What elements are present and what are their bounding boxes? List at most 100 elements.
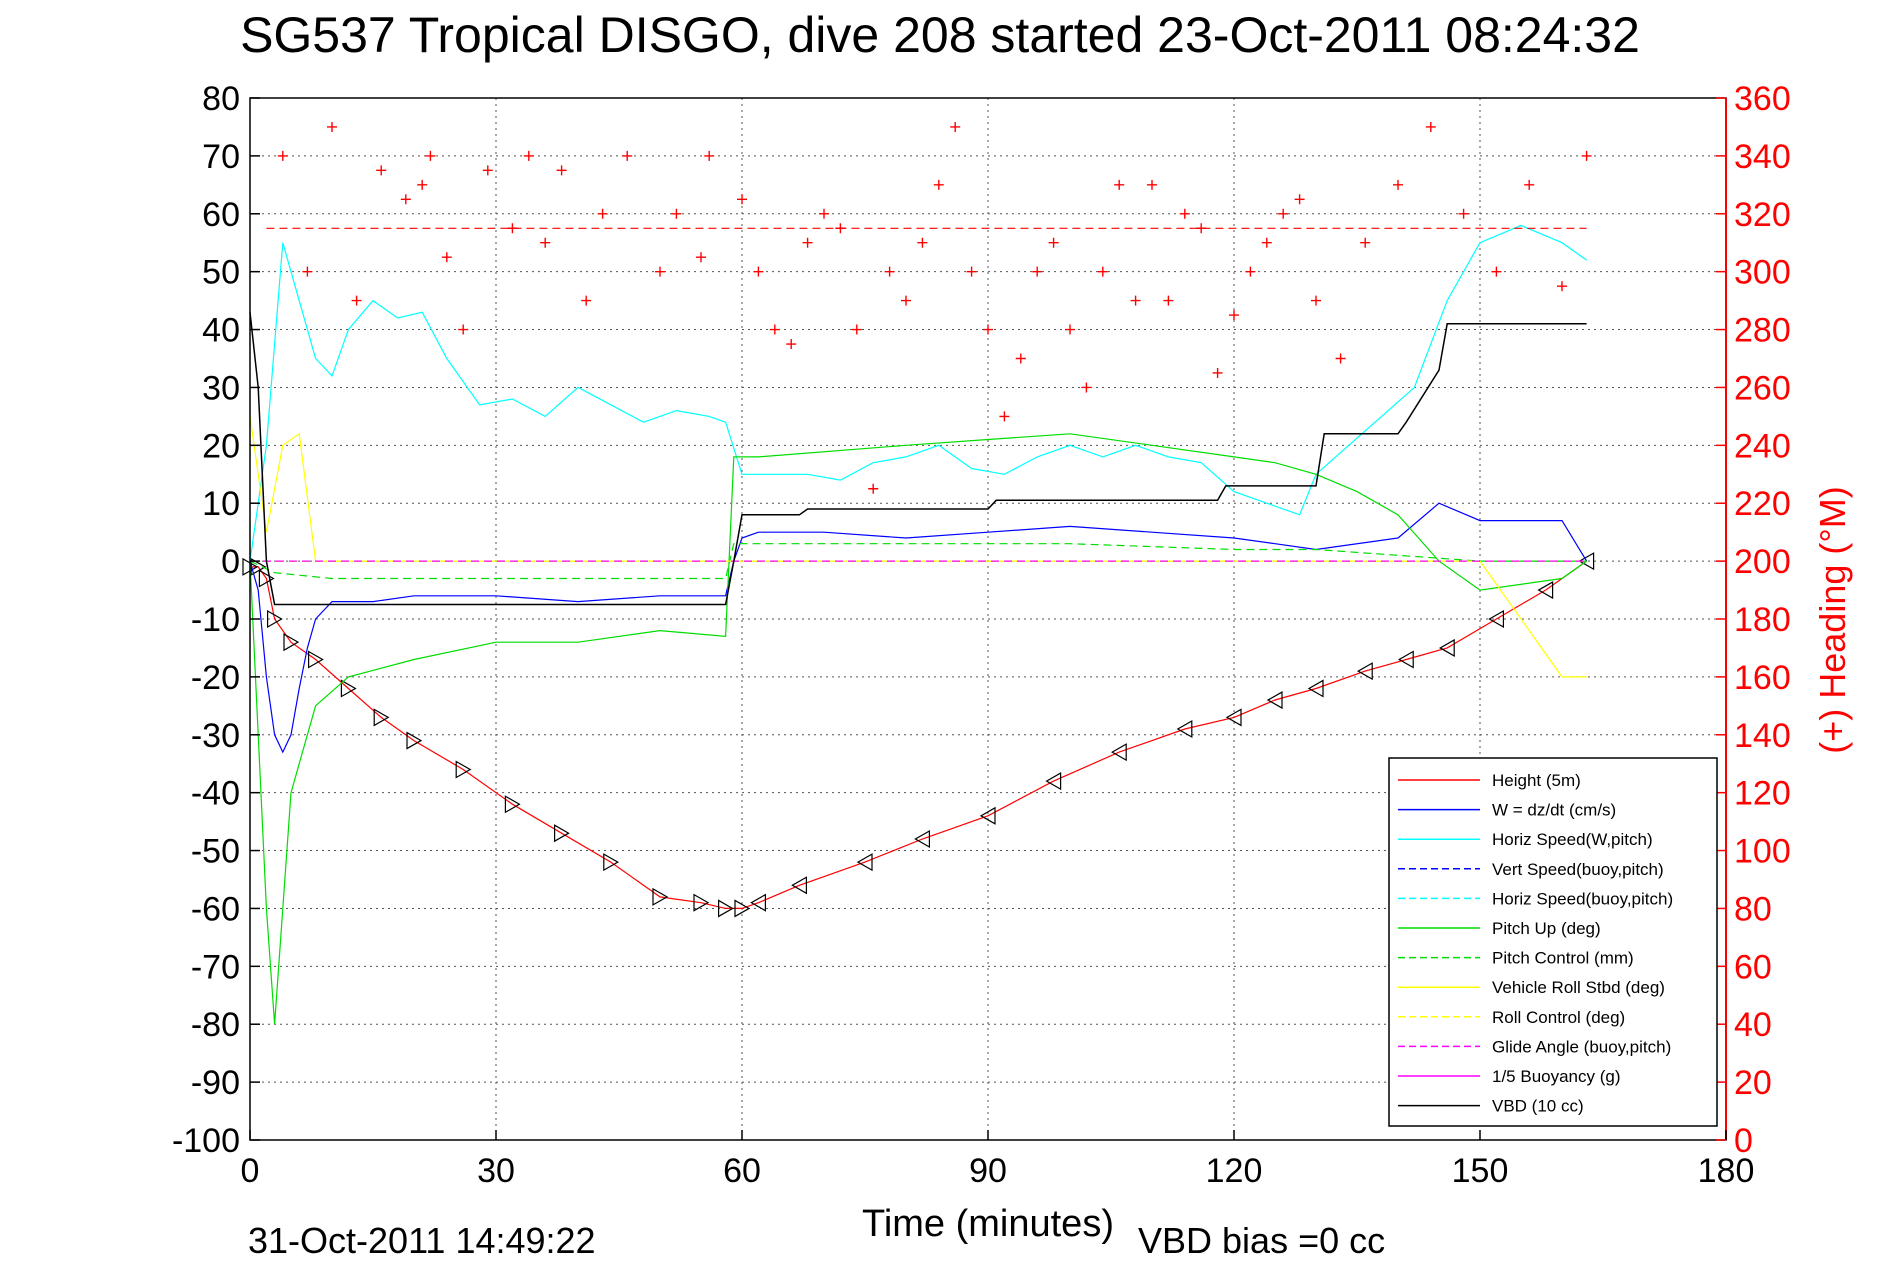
heading-point [302,266,313,277]
y-tick-label: 30 [202,369,240,407]
chart-title: SG537 Tropical DISGO, dive 208 started 2… [240,7,1640,63]
heading-point [597,208,608,219]
legend: Height (5m) W = dz/dt (cm/s) Horiz Speed(W… [1388,757,1718,1127]
height-marker [308,650,324,669]
heading-point [1097,266,1108,277]
y-tick-label: -40 [191,775,240,813]
x-tick-label: 120 [1206,1152,1263,1190]
height-marker [750,893,766,912]
heading-point [622,150,633,161]
y-tick-label: -90 [191,1064,240,1102]
right-tick-label: 0 [1734,1122,1753,1160]
heading-point [556,165,567,176]
height-marker [791,876,807,895]
height-marker [603,853,620,872]
right-tick-label: 80 [1734,890,1772,928]
series-height-5m [250,560,1587,910]
heading-point [704,150,715,161]
x-tick-label: 0 [241,1152,260,1190]
legend-label: 1/5 Buoyancy (g) [1492,1067,1621,1086]
heading-point [1114,179,1125,190]
x-tick-label: 180 [1698,1152,1755,1190]
legend-label: Pitch Control (mm) [1492,949,1634,968]
x-tick-label: 60 [723,1152,761,1190]
height-marker [1176,719,1193,739]
heading-point [655,266,665,277]
height-marker [504,795,521,814]
right-axis-ticks: 3603403203002802602402202001801601401201… [1716,80,1791,1160]
y-tick-label: -10 [191,601,240,639]
footer-vbd-bias: VBD bias =0 cc [1138,1220,1385,1261]
legend-label: Height (5m) [1492,771,1581,790]
x-tick-label: 90 [969,1152,1007,1190]
right-tick-label: 200 [1734,543,1791,581]
heading-point [1425,121,1436,132]
heading-point [1458,208,1469,219]
height-marker [1537,581,1554,600]
height-marker [455,760,472,779]
heading-point [441,252,452,263]
height-marker [267,609,283,629]
right-tick-label: 280 [1734,312,1791,350]
heading-point [1229,310,1239,321]
series-vehicle-roll-stbd-deg [249,416,1587,678]
y-tick-label: -70 [191,948,240,986]
right-tick-label: 180 [1734,601,1791,639]
heading-point [999,411,1010,422]
heading-point [581,295,592,306]
heading-point [1212,367,1223,378]
right-axis-label: (+) Heading (°M) [1812,486,1853,753]
heading-point [540,237,551,248]
y-tick-label: 20 [202,427,240,465]
heading-point [376,165,387,176]
right-tick-label: 360 [1734,80,1791,118]
legend-label: Vert Speed(buoy,pitch) [1492,860,1664,879]
right-tick-label: 20 [1734,1064,1772,1102]
heading-point [1278,208,1289,219]
height-marker [1225,708,1242,727]
heading-point [400,194,411,205]
y-tick-label: -20 [191,659,240,697]
heading-point [1335,353,1346,364]
heading-point [1245,266,1256,277]
legend-label: Pitch Up (deg) [1492,919,1601,938]
y-tick-label: -100 [172,1122,240,1160]
heading-point [769,324,780,335]
legend-box [1388,757,1718,1127]
y-tick-label: 0 [221,543,240,581]
right-tick-label: 40 [1734,1006,1772,1044]
heading-point [1015,353,1026,364]
right-tick-label: 140 [1734,717,1791,755]
heading-point [1360,237,1371,248]
legend-label: Vehicle Roll Stbd (deg) [1492,978,1665,997]
heading-point [1130,295,1141,306]
height-marker [283,633,300,652]
series-w-dz-dt-cm-s [249,502,1588,754]
heading-point [1081,382,1092,393]
heading-point [884,266,895,277]
heading-point [1179,208,1190,219]
y-tick-label: -50 [191,833,240,871]
plot-series [242,121,1595,1025]
y-tick-label: 80 [202,80,240,118]
legend-label: VBD (10 cc) [1492,1097,1584,1116]
series-vbd-10-cc [249,312,1587,606]
right-tick-label: 160 [1734,659,1791,697]
height-marker [1110,743,1127,762]
heading-point [671,208,682,219]
height-marker [340,679,357,698]
heading-point [523,150,534,161]
heading-point [933,179,944,190]
heading-point [327,121,337,132]
y-tick-label: -60 [191,890,240,928]
heading-point [917,237,928,248]
y-tick-label: -80 [191,1006,240,1044]
height-marker [1356,662,1373,681]
series-horiz-speed-w-pitch [249,224,1587,562]
heading-point [482,165,493,176]
series-pitch-up-deg [249,433,1587,1025]
x-tick-label: 150 [1452,1152,1509,1190]
right-tick-label: 60 [1734,948,1772,986]
height-marker [718,899,734,918]
heading-point [1261,237,1272,248]
